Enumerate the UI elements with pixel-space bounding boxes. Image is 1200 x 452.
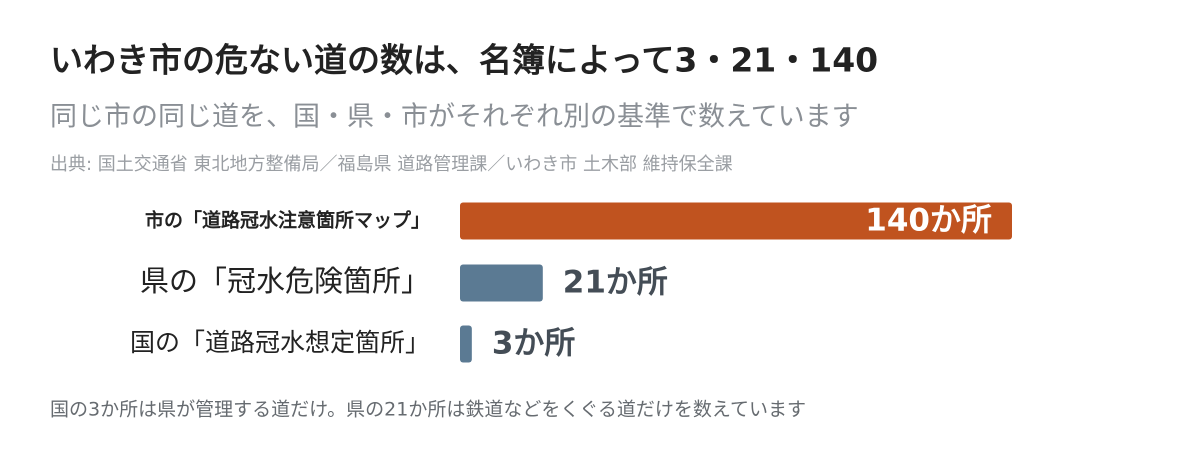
chart-title: いわき市の危ない道の数は、名簿によって3・21・140 — [50, 41, 878, 80]
value-label: 140か所 — [865, 203, 992, 239]
source-note: 出典: 国土交通省 東北地方整備局／福島県 道路管理課／いわき市 土木部 維持保… — [50, 154, 733, 175]
bar — [460, 202, 1012, 240]
bar — [460, 325, 472, 363]
category-label: 市の「道路冠水注意箇所マップ」 — [145, 209, 430, 232]
value-label: 21か所 — [563, 265, 668, 301]
category-label: 国の「道路冠水想定箇所」 — [130, 328, 430, 357]
chart-subtitle: 同じ市の同じ道を、国・県・市がそれぞれ別の基準で数えています — [50, 102, 859, 133]
bar — [460, 264, 543, 302]
value-label: 3か所 — [492, 326, 576, 362]
footnote: 国の3か所は県が管理する道だけ。県の21か所は鉄道などをくぐる道だけを数えていま… — [50, 399, 806, 421]
category-label: 県の「冠水危険箇所」 — [140, 264, 430, 298]
